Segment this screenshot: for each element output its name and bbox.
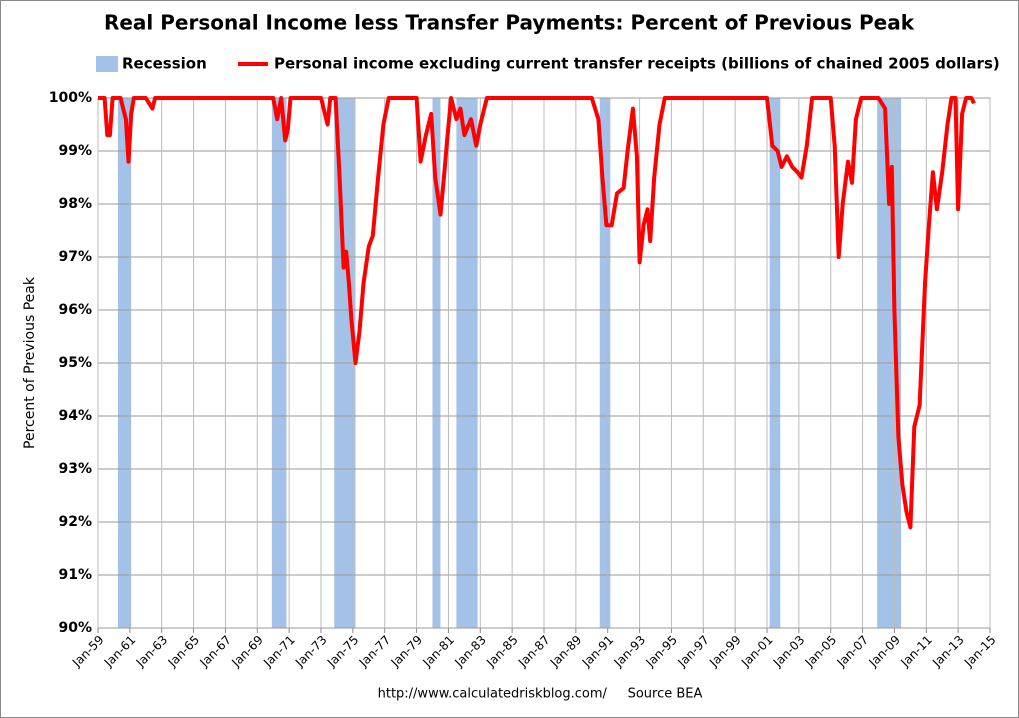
legend-recession: Recession	[122, 55, 207, 73]
y-tick-label: 92%	[58, 514, 92, 530]
y-tick-label: 99%	[58, 143, 92, 159]
legend-recession-swatch	[96, 56, 118, 72]
y-axis-label: Percent of Previous Peak	[22, 276, 38, 449]
y-tick-label: 93%	[58, 461, 92, 477]
chart-title: Real Personal Income less Transfer Payme…	[104, 11, 915, 35]
y-tick-label: 94%	[58, 408, 92, 424]
series-line	[98, 96, 976, 530]
source-note: http://www.calculatedriskblog.com/ Sourc…	[378, 687, 703, 702]
y-tick-label: 100%	[49, 90, 92, 106]
y-tick-label: 97%	[58, 249, 92, 265]
legend-series: Personal income excluding current transf…	[274, 55, 1000, 73]
y-tick-label: 95%	[58, 355, 92, 371]
y-tick-label: 91%	[58, 567, 92, 583]
y-tick-label: 90%	[58, 620, 92, 636]
y-tick-label: 98%	[58, 196, 92, 212]
y-tick-label: 96%	[58, 302, 92, 318]
